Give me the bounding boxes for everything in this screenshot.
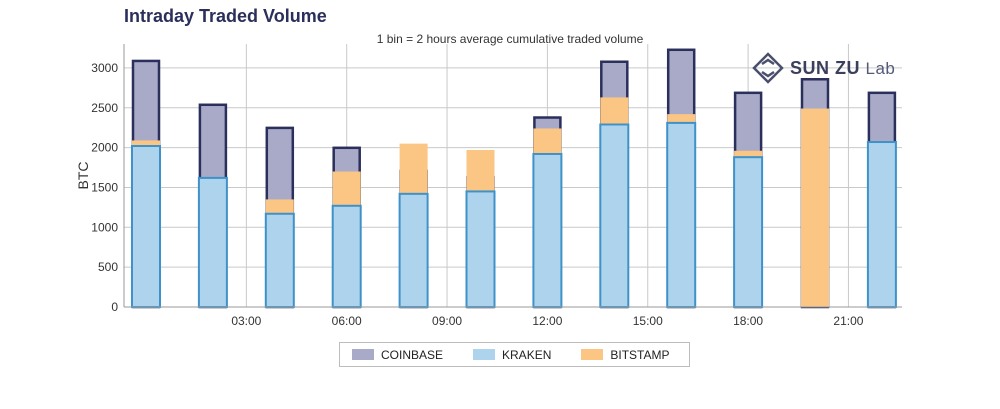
watermark-text: SUN ZU Lab (790, 58, 895, 79)
y-tick-label: 2000 (91, 141, 118, 155)
chart-title: Intraday Traded Volume (124, 6, 327, 26)
bar-kraken (866, 141, 897, 308)
bar-kraken (599, 123, 630, 308)
y-tick-label: 1000 (91, 220, 118, 234)
legend-item-bitstamp[interactable]: BITSTAMP (581, 347, 670, 362)
y-tick-label: 1500 (91, 180, 118, 194)
bar-kraken (666, 121, 697, 309)
x-tick-label: 15:00 (633, 314, 663, 328)
legend-swatch-bitstamp (581, 349, 604, 360)
x-tick-label: 18:00 (733, 314, 763, 328)
bar-kraken (331, 204, 362, 308)
watermark-suffix: Lab (865, 58, 896, 78)
bar-kraken (131, 145, 161, 308)
legend-swatch-coinbase (352, 349, 374, 360)
sunzu-logo-icon (752, 52, 784, 84)
bar-kraken (398, 192, 429, 309)
legend-item-coinbase[interactable]: COINBASE (352, 348, 443, 362)
bar-kraken (197, 176, 228, 308)
x-tick-label: 09:00 (432, 314, 462, 328)
x-tick-label: 21:00 (833, 314, 863, 328)
bar-kraken (264, 212, 295, 308)
bar-kraken (532, 152, 563, 308)
legend-label-coinbase: COINBASE (381, 347, 444, 362)
y-tick-label: 0 (111, 300, 118, 314)
y-tick-label: 2500 (91, 101, 118, 115)
watermark-logo: SUN ZU Lab (752, 52, 895, 84)
x-tick-label: 03:00 (231, 314, 261, 328)
bar-bitstamp (801, 108, 829, 308)
bars (131, 48, 897, 309)
axes: 0 500 1000 1500 2000 2500 3000 03:00 06:00 09:00 1… (75, 44, 902, 328)
x-tick-label: 12:00 (532, 314, 562, 328)
legend-label-bitstamp: BITSTAMP (610, 347, 670, 362)
y-tick-label: 3000 (91, 61, 118, 75)
y-axis-label: BTC (75, 162, 91, 190)
y-tick-label: 500 (98, 260, 118, 274)
bar-kraken (733, 156, 764, 308)
legend-swatch-kraken (473, 349, 496, 360)
legend-item-kraken[interactable]: KRAKEN (473, 348, 551, 362)
watermark-brand: SUN ZU (790, 57, 860, 78)
legend: COINBASE KRAKEN BITSTAMP (339, 342, 690, 367)
bar-kraken (465, 190, 496, 308)
x-tick-label: 06:00 (332, 314, 362, 328)
legend-label-kraken: KRAKEN (502, 347, 552, 362)
chart-subtitle: 1 bin = 2 hours average cumulative trade… (376, 32, 644, 46)
